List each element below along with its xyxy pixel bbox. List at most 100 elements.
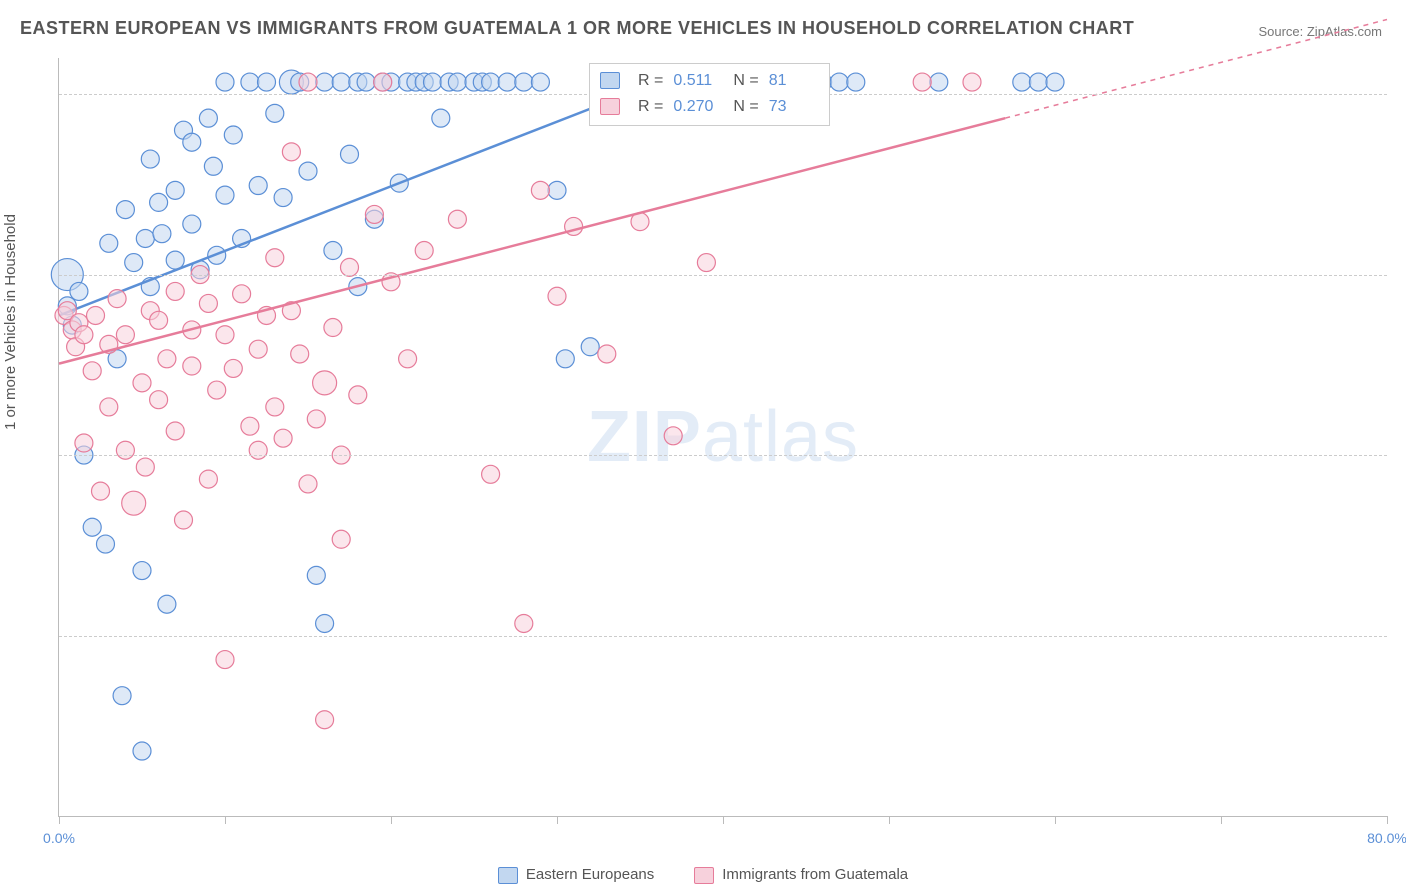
y-tick-label: 77.5% [1397,628,1406,644]
scatter-point [150,193,168,211]
x-tick [889,816,890,824]
scatter-point [258,73,276,91]
x-tick [1387,816,1388,824]
scatter-point [216,651,234,669]
r-value: 0.270 [673,94,723,120]
legend-label: Eastern Europeans [526,866,654,883]
scatter-point [316,711,334,729]
scatter-point [1046,73,1064,91]
scatter-point [365,205,383,223]
scatter-point [249,340,267,358]
stats-row: R = 0.270 N = 73 [600,94,819,120]
scatter-point [224,359,242,377]
scatter-point [1013,73,1031,91]
scatter-point [204,157,222,175]
y-tick-label: 100.0% [1397,86,1406,102]
scatter-point [531,181,549,199]
r-label: R = [638,94,663,120]
scatter-point [299,162,317,180]
scatter-point [415,242,433,260]
scatter-point [1029,73,1047,91]
scatter-point [116,441,134,459]
regression-line [59,118,1005,363]
scatter-point [313,371,337,395]
scatter-point [307,410,325,428]
scatter-point [548,181,566,199]
stats-row: R =0.511N =81 [600,68,819,94]
scatter-point [113,687,131,705]
gridline-h [59,636,1387,637]
y-tick-label: 85.0% [1397,447,1406,463]
scatter-point [274,429,292,447]
scatter-point [141,150,159,168]
scatter-point [100,398,118,416]
scatter-point [548,287,566,305]
n-value: 73 [769,94,819,120]
scatter-point [199,470,217,488]
legend-swatch [694,867,714,884]
scatter-point [498,73,516,91]
scatter-point [357,73,375,91]
scatter-point [183,215,201,233]
scatter-point [448,210,466,228]
scatter-point [224,126,242,144]
n-label: N = [733,94,758,120]
scatter-point [108,290,126,308]
scatter-point [116,326,134,344]
scatter-point [598,345,616,363]
scatter-point [324,319,342,337]
scatter-point [216,326,234,344]
scatter-point [216,73,234,91]
scatter-point [133,374,151,392]
scatter-point [158,350,176,368]
scatter-point [87,306,105,324]
scatter-point [92,482,110,500]
source-attribution: Source: ZipAtlas.com [1258,24,1382,39]
scatter-point [930,73,948,91]
scatter-point [166,282,184,300]
scatter-point [125,254,143,272]
scatter-point [697,254,715,272]
scatter-point [556,350,574,368]
scatter-point [399,350,417,368]
scatter-point [166,251,184,269]
scatter-point [482,73,500,91]
scatter-point [75,434,93,452]
gridline-h [59,455,1387,456]
stats-box: R =0.511N =81R = 0.270 N = 73 [589,63,830,126]
scatter-point [153,225,171,243]
scatter-point [199,109,217,127]
scatter-point [374,73,392,91]
scatter-point [332,73,350,91]
scatter-point [241,73,259,91]
scatter-point [913,73,931,91]
legend: Eastern Europeans Immigrants from Guatema… [0,866,1406,884]
scatter-point [249,441,267,459]
scatter-point [307,566,325,584]
scatter-point [515,73,533,91]
scatter-point [432,109,450,127]
legend-swatch [498,867,518,884]
scatter-point [70,282,88,300]
scatter-point [166,181,184,199]
plot-svg [59,58,1387,816]
scatter-point [299,475,317,493]
scatter-point [136,229,154,247]
x-tick [1221,816,1222,824]
y-axis-title: 1 or more Vehicles in Household [2,214,19,430]
scatter-point [83,362,101,380]
scatter-point [531,73,549,91]
scatter-point [150,391,168,409]
legend-item: Immigrants from Guatemala [694,866,908,884]
plot-area: ZIPatlas 77.5%85.0%92.5%100.0%0.0%80.0%R… [58,58,1387,817]
scatter-point [316,73,334,91]
y-tick-label: 92.5% [1397,267,1406,283]
scatter-point [324,242,342,260]
scatter-point [664,427,682,445]
legend-label: Immigrants from Guatemala [722,866,908,883]
x-label-min: 0.0% [43,830,75,846]
scatter-point [830,73,848,91]
scatter-point [847,73,865,91]
scatter-point [316,614,334,632]
scatter-point [482,465,500,483]
